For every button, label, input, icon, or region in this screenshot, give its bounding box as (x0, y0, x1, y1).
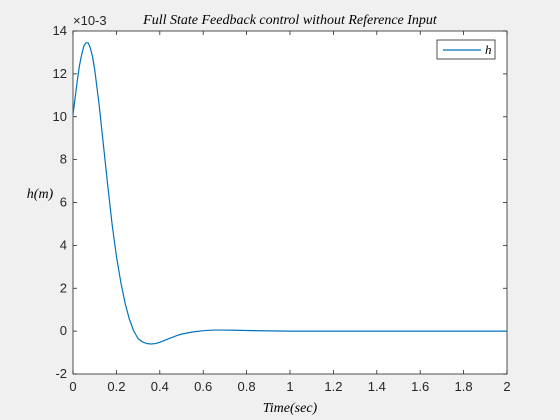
x-tick-label: 1.2 (324, 379, 342, 394)
legend-label: h (485, 42, 492, 57)
y-axis: -2 0 2 4 6 8 10 12 14 (53, 23, 507, 381)
x-axis-label: Time(sec) (263, 401, 318, 416)
x-tick-label: 0 (69, 379, 76, 394)
y-tick-label: 2 (60, 280, 67, 295)
plot-area (72, 30, 508, 375)
series-layer (72, 42, 507, 345)
y-axis-label: h(m) (27, 187, 54, 202)
legend: h (436, 39, 496, 60)
y-tick-label: 4 (60, 237, 67, 252)
y-tick-label: 0 (60, 323, 67, 338)
x-tick-label: 0.8 (238, 379, 256, 394)
chart-title: Full State Feedback control without Refe… (142, 13, 438, 28)
y-tick-label: 14 (53, 23, 67, 38)
y-tick-label: 10 (53, 109, 67, 124)
y-tick-label: -2 (55, 366, 67, 381)
y-scale-label: ×10-3 (73, 13, 107, 28)
x-tick-label: 1.6 (411, 379, 429, 394)
x-tick-label: 0.4 (151, 379, 169, 394)
y-tick-label: 12 (53, 66, 67, 81)
x-tick-label: 2 (503, 379, 510, 394)
y-tick-label: 8 (60, 152, 67, 167)
x-tick-label: 1.4 (368, 379, 386, 394)
x-tick-label: 1 (286, 379, 293, 394)
x-tick-label: 0.6 (194, 379, 212, 394)
x-axis: 0 0.2 0.4 0.6 0.8 1 1.2 1.4 1.6 1.8 2 (69, 31, 511, 394)
series-line-h (72, 42, 507, 345)
x-tick-label: 0.2 (107, 379, 125, 394)
x-tick-label: 1.8 (455, 379, 473, 394)
y-tick-label: 6 (60, 195, 67, 210)
